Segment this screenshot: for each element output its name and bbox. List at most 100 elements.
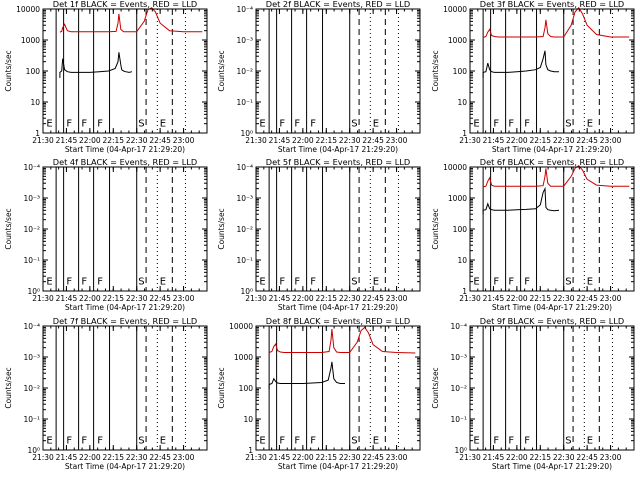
- window-marker-label: E: [259, 277, 265, 288]
- x-tick-label: 23:00: [600, 294, 622, 303]
- x-tick-label: 22:15: [102, 294, 124, 303]
- y-tick-label: 100: [453, 67, 468, 76]
- y-tick-label: 10⁰: [27, 446, 40, 455]
- window-marker-label: F: [524, 436, 530, 447]
- window-marker-label: S: [565, 277, 571, 288]
- y-tick-label: 100: [26, 67, 41, 76]
- window-marker-label: F: [294, 436, 300, 447]
- x-tick-label: 22:00: [292, 136, 314, 145]
- window-marker-label: F: [493, 119, 499, 130]
- y-tick-label: 10⁻¹: [236, 98, 253, 107]
- x-tick-label: 21:45: [269, 294, 291, 303]
- y-tick-label: 100: [453, 225, 468, 234]
- y-tick-label: 10⁻²: [236, 225, 253, 234]
- plot-frame: [255, 325, 421, 451]
- window-marker-label: F: [279, 277, 285, 288]
- panel-title: Det 2f BLACK = Events, RED = LLD: [266, 0, 410, 9]
- x-tick-label: 22:00: [506, 136, 528, 145]
- y-axis-title: Counts/sec: [4, 367, 13, 408]
- y-tick-label: 10⁰: [454, 446, 467, 455]
- x-tick-label: 23:00: [173, 294, 195, 303]
- series-line-events: [482, 186, 560, 215]
- window-marker-label: E: [259, 119, 265, 130]
- y-tick-label: 10⁻³: [236, 36, 253, 45]
- x-tick-label: 22:30: [553, 294, 575, 303]
- window-marker-label: E: [160, 436, 166, 447]
- x-tick-label: 22:30: [126, 453, 148, 462]
- x-tick-label: 22:15: [102, 136, 124, 145]
- x-tick-label: 22:00: [79, 453, 101, 462]
- y-axis-title: Counts/sec: [217, 50, 226, 91]
- window-marker-label: F: [279, 119, 285, 130]
- x-tick-label: 22:15: [529, 294, 551, 303]
- x-tick-label: 21:30: [32, 453, 54, 462]
- y-tick-label: 10⁰: [27, 287, 40, 296]
- y-axis-title: Counts/sec: [4, 50, 13, 91]
- window-marker-label: F: [66, 277, 72, 288]
- x-tick-label: 22:30: [126, 136, 148, 145]
- x-tick-label: 22:30: [126, 294, 148, 303]
- y-tick-label: 10000: [16, 5, 40, 14]
- y-tick-label: 10⁻³: [23, 353, 40, 362]
- x-tick-label: 22:15: [315, 453, 337, 462]
- x-tick-label: 21:45: [269, 453, 291, 462]
- window-marker-label: F: [508, 119, 514, 130]
- x-tick-label: 23:00: [386, 136, 408, 145]
- window-marker-label: F: [97, 436, 103, 447]
- x-tick-label: 22:45: [149, 453, 171, 462]
- window-marker-label: F: [66, 436, 72, 447]
- y-tick-label: 1: [462, 287, 467, 296]
- x-tick-label: 22:45: [362, 453, 384, 462]
- x-tick-label: 22:00: [292, 294, 314, 303]
- plot-frame: [469, 166, 635, 292]
- y-tick-label: 10⁻¹: [23, 256, 40, 265]
- panel-title: Det 7f BLACK = Events, RED = LLD: [53, 316, 197, 326]
- plot-frame: [42, 325, 208, 451]
- x-tick-label: 22:00: [506, 294, 528, 303]
- x-axis-title: Start Time (04-Apr-17 21:29:20): [65, 145, 185, 154]
- x-tick-label: 22:15: [529, 136, 551, 145]
- y-tick-label: 10000: [229, 322, 253, 331]
- panel-title: Det 9f BLACK = Events, RED = LLD: [480, 316, 624, 326]
- y-tick-label: 1000: [448, 194, 467, 203]
- x-tick-label: 22:45: [576, 453, 598, 462]
- series-line-lld: [482, 6, 630, 38]
- x-tick-label: 22:15: [315, 294, 337, 303]
- plot-frame: [255, 166, 421, 292]
- window-marker-label: F: [81, 277, 87, 288]
- series-line-lld: [59, 7, 203, 33]
- window-marker-label: S: [351, 119, 357, 130]
- x-axis-title: Start Time (04-Apr-17 21:29:20): [278, 462, 398, 471]
- x-tick-label: 21:30: [459, 294, 481, 303]
- window-marker-label: E: [46, 436, 52, 447]
- y-tick-label: 10: [30, 98, 40, 107]
- x-tick-label: 21:45: [56, 453, 78, 462]
- y-tick-label: 10: [457, 256, 467, 265]
- y-tick-label: 1: [35, 129, 40, 138]
- window-marker-label: F: [97, 277, 103, 288]
- x-tick-label: 21:45: [483, 294, 505, 303]
- y-tick-label: 10: [457, 98, 467, 107]
- y-tick-label: 1000: [234, 353, 253, 362]
- x-axis-title: Start Time (04-Apr-17 21:29:20): [65, 462, 185, 471]
- y-tick-label: 10⁻¹: [23, 415, 40, 424]
- x-tick-label: 22:30: [339, 294, 361, 303]
- window-marker-label: E: [259, 436, 265, 447]
- plot-frame: [255, 8, 421, 134]
- x-tick-label: 21:45: [269, 136, 291, 145]
- window-marker-label: E: [587, 119, 593, 130]
- y-tick-label: 10000: [443, 163, 467, 172]
- window-marker-label: F: [81, 119, 87, 130]
- y-tick-label: 10⁻⁴: [236, 163, 253, 172]
- series-line-lld: [482, 165, 630, 188]
- x-tick-label: 23:00: [386, 453, 408, 462]
- window-marker-label: F: [508, 436, 514, 447]
- y-tick-label: 10⁰: [240, 129, 253, 138]
- x-tick-label: 22:45: [149, 136, 171, 145]
- window-marker-label: F: [66, 119, 72, 130]
- x-tick-label: 22:00: [506, 453, 528, 462]
- x-tick-label: 22:15: [315, 136, 337, 145]
